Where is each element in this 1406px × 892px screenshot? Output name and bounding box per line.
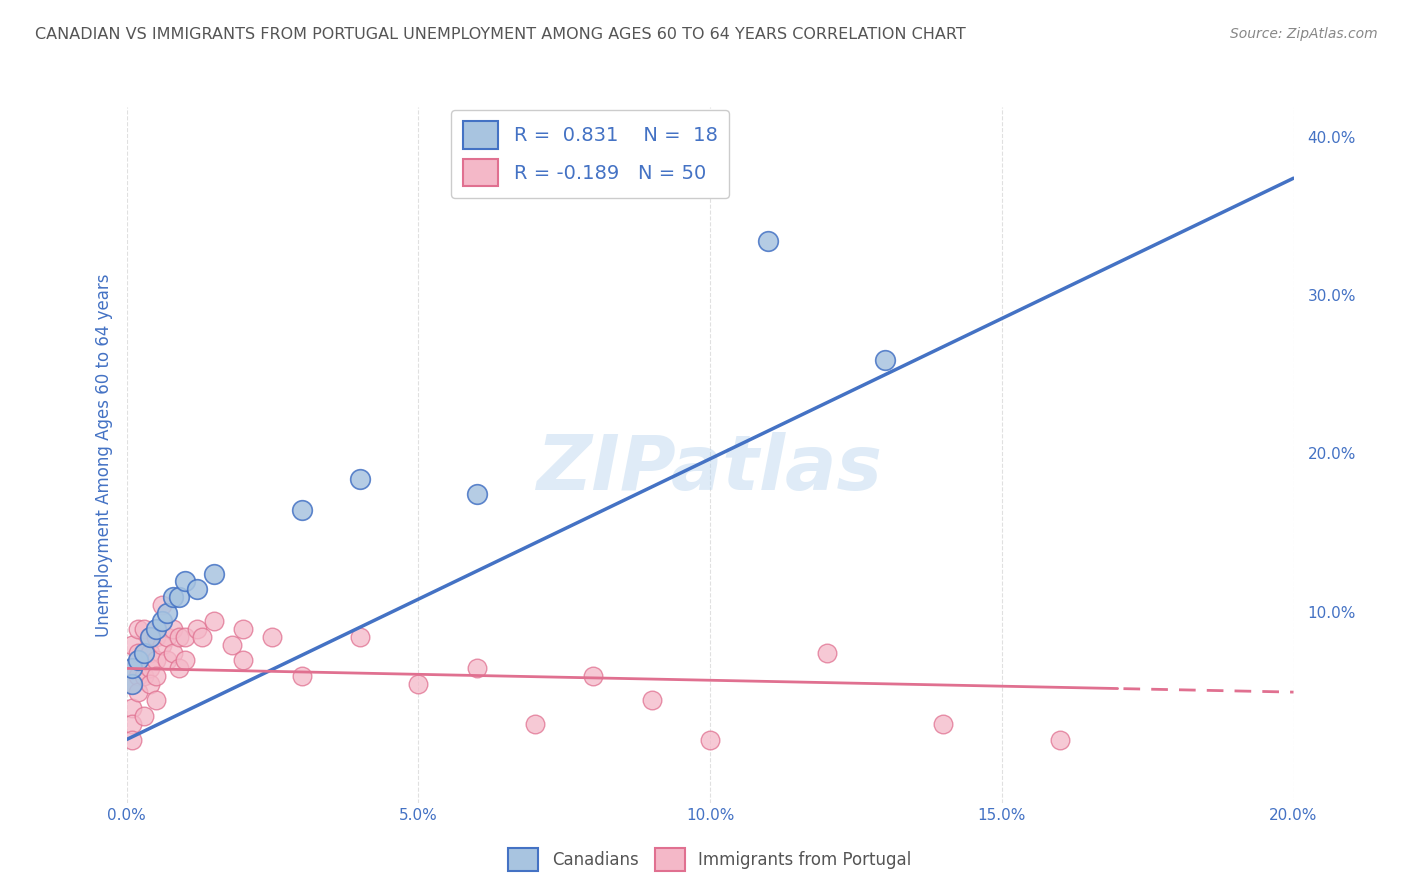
Point: [145, 630, 167, 644]
Point: [202, 566, 225, 581]
Point: [132, 646, 155, 660]
Point: [162, 591, 184, 605]
Point: [582, 669, 605, 683]
Point: [932, 716, 955, 731]
Text: Source: ZipAtlas.com: Source: ZipAtlas.com: [1230, 27, 1378, 41]
Point: [145, 693, 167, 707]
Point: [262, 630, 284, 644]
Text: 40.0%: 40.0%: [1308, 131, 1355, 146]
Point: [699, 732, 721, 747]
Point: [127, 653, 149, 667]
Point: [145, 669, 167, 683]
Point: [465, 487, 488, 501]
Point: [640, 693, 664, 707]
Point: [875, 353, 897, 368]
Text: 20.0%: 20.0%: [1308, 448, 1355, 462]
Point: [132, 669, 155, 683]
Y-axis label: Unemployment Among Ages 60 to 64 years: Unemployment Among Ages 60 to 64 years: [94, 273, 112, 637]
Point: [186, 622, 208, 636]
Point: [121, 677, 143, 691]
Point: [121, 716, 143, 731]
Point: [167, 630, 190, 644]
Point: [232, 653, 254, 667]
Point: [132, 622, 155, 636]
Point: [156, 606, 179, 620]
Point: [815, 646, 838, 660]
Point: [167, 661, 190, 675]
Point: [290, 503, 312, 517]
Point: [156, 630, 179, 644]
Point: [349, 472, 371, 486]
Point: [150, 598, 173, 612]
Point: [349, 630, 371, 644]
Point: [174, 574, 197, 589]
Point: [524, 716, 547, 731]
Point: [150, 638, 173, 652]
Point: [121, 661, 143, 675]
Point: [162, 622, 184, 636]
Point: [121, 677, 143, 691]
Point: [139, 677, 162, 691]
Point: [167, 591, 190, 605]
Point: [121, 638, 143, 652]
Point: [150, 614, 173, 628]
Point: [465, 661, 488, 675]
Point: [174, 630, 197, 644]
Point: [127, 646, 149, 660]
Text: ZIPatlas: ZIPatlas: [537, 432, 883, 506]
Point: [127, 622, 149, 636]
Point: [139, 646, 162, 660]
Point: [162, 646, 184, 660]
Point: [408, 677, 430, 691]
Point: [132, 708, 155, 723]
Point: [121, 701, 143, 715]
Point: [132, 646, 155, 660]
Point: [139, 630, 162, 644]
Text: 30.0%: 30.0%: [1308, 289, 1355, 304]
Point: [232, 622, 254, 636]
Point: [127, 669, 149, 683]
Point: [121, 732, 143, 747]
Legend: Canadians, Immigrants from Portugal: Canadians, Immigrants from Portugal: [502, 841, 918, 878]
Point: [127, 685, 149, 699]
Text: CANADIAN VS IMMIGRANTS FROM PORTUGAL UNEMPLOYMENT AMONG AGES 60 TO 64 YEARS CORR: CANADIAN VS IMMIGRANTS FROM PORTUGAL UNE…: [35, 27, 966, 42]
Point: [145, 653, 167, 667]
Point: [221, 638, 243, 652]
Point: [756, 235, 779, 249]
Point: [191, 630, 214, 644]
Point: [121, 661, 143, 675]
Text: 10.0%: 10.0%: [1308, 606, 1355, 621]
Point: [1049, 732, 1071, 747]
Point: [139, 630, 162, 644]
Point: [156, 653, 179, 667]
Point: [202, 614, 225, 628]
Point: [186, 582, 208, 597]
Point: [174, 653, 197, 667]
Point: [145, 622, 167, 636]
Point: [139, 661, 162, 675]
Point: [290, 669, 312, 683]
